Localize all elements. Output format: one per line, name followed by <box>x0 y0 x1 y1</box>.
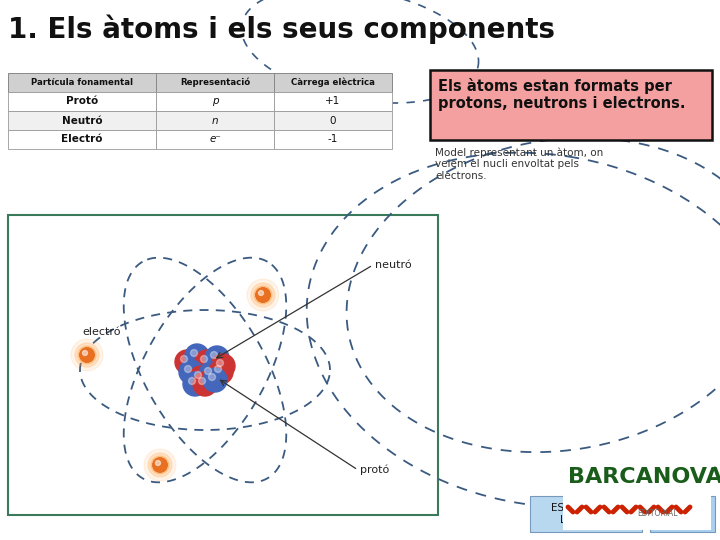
Circle shape <box>78 346 96 364</box>
Circle shape <box>217 360 223 367</box>
Text: Representació: Representació <box>180 78 250 87</box>
Circle shape <box>215 366 222 373</box>
Circle shape <box>183 372 207 396</box>
Circle shape <box>254 286 272 304</box>
Text: neutró: neutró <box>375 260 412 270</box>
Text: e⁻: e⁻ <box>209 134 221 145</box>
Circle shape <box>195 350 219 374</box>
Text: p: p <box>212 97 218 106</box>
Circle shape <box>181 355 187 362</box>
Circle shape <box>179 360 203 384</box>
FancyBboxPatch shape <box>8 111 156 130</box>
Text: Els àtoms estan formats per
protons, neutrons i electrons.: Els àtoms estan formats per protons, neu… <box>438 78 685 111</box>
Text: +1: +1 <box>325 97 341 106</box>
Circle shape <box>256 288 270 302</box>
FancyBboxPatch shape <box>274 73 392 92</box>
FancyBboxPatch shape <box>8 92 156 111</box>
Text: Electró: Electró <box>61 134 103 145</box>
Circle shape <box>204 368 212 375</box>
Circle shape <box>258 291 264 295</box>
Text: BARCANOVA: BARCANOVA <box>568 467 720 487</box>
Circle shape <box>211 354 235 378</box>
Circle shape <box>71 339 103 371</box>
Circle shape <box>175 350 199 374</box>
Text: 1. Els àtoms i els seus components: 1. Els àtoms i els seus components <box>8 15 555 44</box>
Text: 0: 0 <box>330 116 336 125</box>
Text: ÍNDEX: ÍNDEX <box>666 509 698 519</box>
Circle shape <box>189 366 213 390</box>
Circle shape <box>189 377 196 384</box>
FancyBboxPatch shape <box>156 111 274 130</box>
Circle shape <box>153 458 167 472</box>
FancyBboxPatch shape <box>156 130 274 149</box>
Text: Neutró: Neutró <box>62 116 102 125</box>
Circle shape <box>209 360 233 384</box>
Circle shape <box>200 355 207 362</box>
FancyBboxPatch shape <box>8 73 156 92</box>
Circle shape <box>193 372 217 396</box>
Text: EDITORIAL: EDITORIAL <box>638 509 678 517</box>
Circle shape <box>247 279 279 311</box>
Circle shape <box>151 456 169 474</box>
FancyBboxPatch shape <box>274 130 392 149</box>
FancyBboxPatch shape <box>8 215 438 515</box>
Text: protó: protó <box>360 465 390 475</box>
Circle shape <box>75 343 99 367</box>
Circle shape <box>199 377 205 384</box>
Text: Partícula fonamental: Partícula fonamental <box>31 78 133 87</box>
Text: n: n <box>212 116 218 125</box>
FancyBboxPatch shape <box>274 111 392 130</box>
Text: Càrrega elèctrica: Càrrega elèctrica <box>291 78 375 87</box>
Text: -1: -1 <box>328 134 338 145</box>
FancyBboxPatch shape <box>650 496 715 532</box>
Circle shape <box>148 453 172 477</box>
FancyBboxPatch shape <box>156 92 274 111</box>
Circle shape <box>191 349 197 356</box>
Circle shape <box>256 288 270 302</box>
Text: ESQUEMA DE
LA UNITAT: ESQUEMA DE LA UNITAT <box>552 503 621 525</box>
Circle shape <box>203 368 227 392</box>
Circle shape <box>185 344 209 368</box>
Text: Protó: Protó <box>66 97 98 106</box>
Text: electró: electró <box>82 327 120 337</box>
Circle shape <box>194 372 202 379</box>
FancyBboxPatch shape <box>530 496 642 532</box>
Circle shape <box>205 346 229 370</box>
Circle shape <box>184 366 192 373</box>
FancyBboxPatch shape <box>563 468 711 530</box>
Circle shape <box>251 283 275 307</box>
Circle shape <box>80 348 94 362</box>
Circle shape <box>210 352 217 359</box>
FancyBboxPatch shape <box>274 92 392 111</box>
Circle shape <box>144 449 176 481</box>
FancyBboxPatch shape <box>156 73 274 92</box>
Circle shape <box>80 348 94 362</box>
Circle shape <box>83 350 88 355</box>
FancyBboxPatch shape <box>430 70 712 140</box>
Circle shape <box>156 461 161 465</box>
Text: Model representant un àtom, on
veiem el nucli envoltat pels
electrons.: Model representant un àtom, on veiem el … <box>435 147 603 181</box>
FancyBboxPatch shape <box>8 130 156 149</box>
Circle shape <box>153 458 167 472</box>
Circle shape <box>209 374 215 381</box>
Circle shape <box>199 362 223 386</box>
